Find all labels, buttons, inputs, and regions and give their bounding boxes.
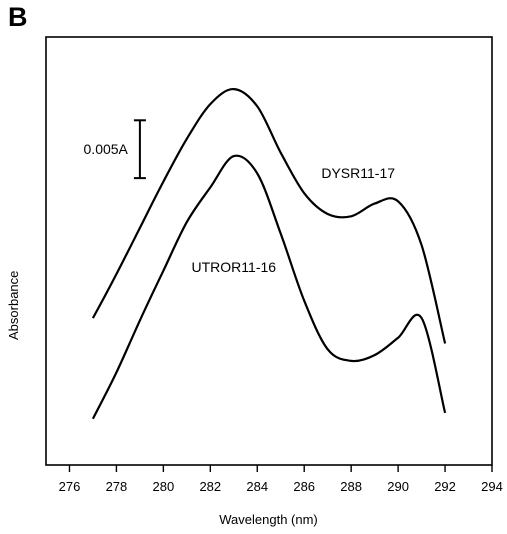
x-axis-label: Wavelength (nm) [219,512,318,527]
x-tick-label-282: 282 [199,479,221,494]
x-tick-label-276: 276 [59,479,81,494]
series-labels: DYSR11-17 UTROR11-16 [192,165,396,275]
x-tick-label-286: 286 [293,479,315,494]
x-tick-label-292: 292 [434,479,456,494]
series-label-dysr11-17: DYSR11-17 [321,165,395,181]
x-tick-label-278: 278 [106,479,128,494]
plot-frame [45,36,493,466]
panel-label: B [8,2,28,32]
scale-bar-label: 0.005A [84,141,129,157]
series-line-dysr11-17 [91,88,447,344]
x-tick-label-290: 290 [387,479,409,494]
x-tick-label-294: 294 [481,479,503,494]
series-line-utror11-16 [91,154,447,420]
x-tick-label-288: 288 [340,479,362,494]
scale-bar: 0.005A [84,119,146,180]
series-label-utror11-16: UTROR11-16 [192,259,277,275]
x-tick-label-280: 280 [153,479,175,494]
x-tick-label-284: 284 [246,479,268,494]
x-axis-ticks: 276 278 280 282 284 286 288 290 292 294 [59,465,503,494]
series-group [91,88,447,420]
